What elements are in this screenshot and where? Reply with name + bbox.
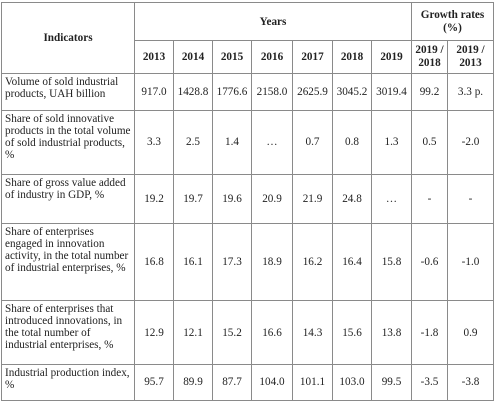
table-cell: 19.6 xyxy=(212,173,252,225)
table-cell: 95.7 xyxy=(134,363,174,402)
table-cell: 16.4 xyxy=(332,223,372,302)
table-cell: 16.8 xyxy=(134,223,174,302)
row-label: Share of enterprises that introduced inn… xyxy=(1,300,135,365)
table-cell: -1.8 xyxy=(411,300,448,365)
table-cell: 3.3 xyxy=(134,110,174,175)
table-row: Share of gross value added of industry i… xyxy=(1,173,494,225)
row-label: Share of sold innovative products in the… xyxy=(1,110,135,175)
indicators-header: Indicators xyxy=(1,2,135,74)
table-cell: 0.9 xyxy=(447,300,494,365)
rate-header-2019-2018: 2019 / 2018 xyxy=(411,40,448,74)
table-cell: 1776.6 xyxy=(212,72,252,112)
year-header: 2019 xyxy=(371,40,412,74)
table-cell: 20.9 xyxy=(251,173,293,225)
table-cell: 104.0 xyxy=(251,363,293,402)
table-cell: 16.2 xyxy=(292,223,333,302)
table-cell: 24.8 xyxy=(332,173,372,225)
table-cell: 103.0 xyxy=(332,363,372,402)
table-cell: 19.7 xyxy=(173,173,213,225)
table-cell: 1428.8 xyxy=(173,72,213,112)
table-cell: 17.3 xyxy=(212,223,252,302)
table-cell: 16.1 xyxy=(173,223,213,302)
year-header: 2013 xyxy=(134,40,174,74)
table-cell: -1.0 xyxy=(447,223,494,302)
growth-rates-header: Growth rates (%) xyxy=(411,2,494,41)
table-cell: 21.9 xyxy=(292,173,333,225)
table-cell: 12.1 xyxy=(173,300,213,365)
table-cell: 1.4 xyxy=(212,110,252,175)
table-cell: -2.0 xyxy=(447,110,494,175)
row-label: Industrial production index, % xyxy=(1,363,135,402)
row-label: Share of gross value added of industry i… xyxy=(1,173,135,225)
table-cell: 3019.4 xyxy=(371,72,412,112)
table-cell: -3.8 xyxy=(447,363,494,402)
row-label: Volume of sold industrial products, UAH … xyxy=(1,72,135,112)
year-header: 2018 xyxy=(332,40,372,74)
table-cell: … xyxy=(251,110,293,175)
table-cell: 0.8 xyxy=(332,110,372,175)
table-cell: 99.2 xyxy=(411,72,448,112)
year-header: 2014 xyxy=(173,40,213,74)
table-cell: 3.3 p. xyxy=(447,72,494,112)
table-cell: - xyxy=(411,173,448,225)
table-cell: 99.5 xyxy=(371,363,412,402)
table-cell: 1.3 xyxy=(371,110,412,175)
row-label: Share of enterprises engaged in innovati… xyxy=(1,223,135,302)
table-cell: - xyxy=(447,173,494,225)
year-header: 2017 xyxy=(292,40,333,74)
table-cell: 87.7 xyxy=(212,363,252,402)
table-cell: 0.7 xyxy=(292,110,333,175)
year-header: 2016 xyxy=(251,40,293,74)
table-cell: … xyxy=(371,173,412,225)
table-cell: 16.6 xyxy=(251,300,293,365)
table-cell: 101.1 xyxy=(292,363,333,402)
table-cell: 18.9 xyxy=(251,223,293,302)
table-cell: 19.2 xyxy=(134,173,174,225)
table-cell: 2625.9 xyxy=(292,72,333,112)
rate-header-2019-2013: 2019 / 2013 xyxy=(447,40,494,74)
table-cell: 12.9 xyxy=(134,300,174,365)
table-cell: 15.2 xyxy=(212,300,252,365)
table-cell: -0.6 xyxy=(411,223,448,302)
table-cell: 3045.2 xyxy=(332,72,372,112)
table-row: Share of enterprises engaged in innovati… xyxy=(1,223,494,302)
table-cell: 15.6 xyxy=(332,300,372,365)
table-cell: 917.0 xyxy=(134,72,174,112)
table-row: Volume of sold industrial products, UAH … xyxy=(1,72,494,112)
table-row: Share of sold innovative products in the… xyxy=(1,110,494,175)
table-row: Share of enterprises that introduced inn… xyxy=(1,300,494,365)
table-cell: 89.9 xyxy=(173,363,213,402)
table-cell: 15.8 xyxy=(371,223,412,302)
table-cell: -3.5 xyxy=(411,363,448,402)
table-cell: 2158.0 xyxy=(251,72,293,112)
table-cell: 13.8 xyxy=(371,300,412,365)
years-group-header: Years xyxy=(134,2,412,41)
table-row: Industrial production index, % 95.7 89.9… xyxy=(1,363,494,402)
year-header: 2015 xyxy=(212,40,252,74)
table-cell: 2.5 xyxy=(173,110,213,175)
table-cell: 14.3 xyxy=(292,300,333,365)
table-cell: 0.5 xyxy=(411,110,448,175)
